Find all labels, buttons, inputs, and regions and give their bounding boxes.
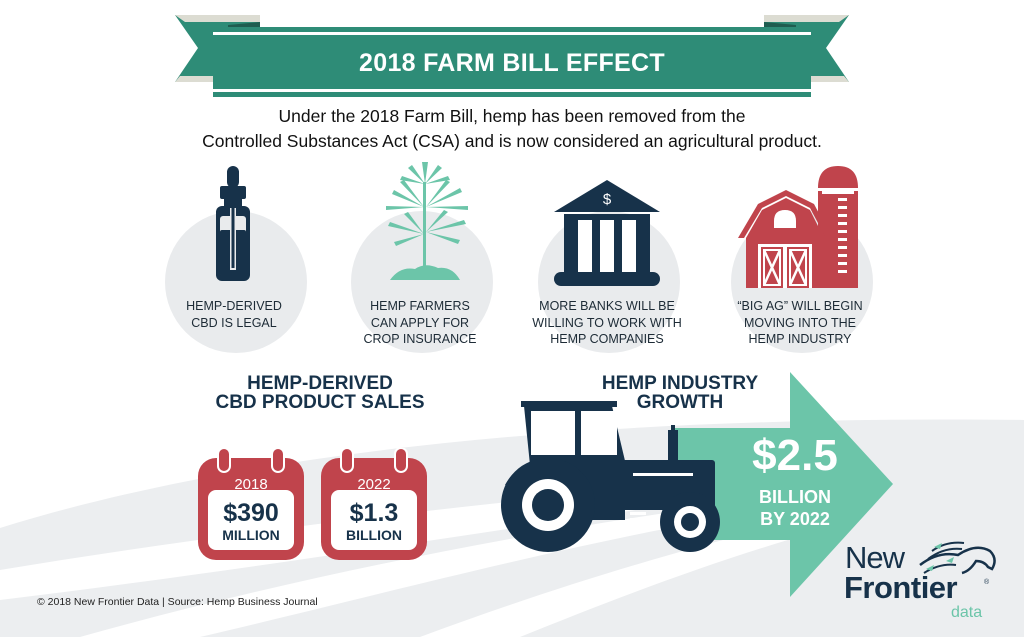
feature-label: MORE BANKS WILL BE WILLING TO WORK WITH … [532, 299, 682, 346]
bank-icon: $ [554, 180, 660, 286]
feature-label: “BIG AG” WILL BEGIN MOVING INTO THE HEMP… [737, 299, 863, 346]
calendar-year: 2018 [234, 476, 268, 493]
intro-text: Under the 2018 Farm Bill, hemp has been … [150, 104, 874, 154]
dropper-bottle-icon [216, 166, 250, 281]
title-ribbon [175, 15, 849, 97]
tractor-icon [501, 401, 720, 552]
feature-label: HEMP FARMERS CAN APPLY FOR CROP INSURANC… [363, 299, 477, 346]
logo-registered-mark: ® [984, 579, 990, 586]
new-frontier-logo: New Frontier ® data [840, 537, 1000, 627]
calendar-icon [321, 448, 427, 560]
svg-text:$: $ [603, 191, 612, 208]
horse-icon [919, 541, 996, 575]
growth-title: HEMP INDUSTRY GROWTH [601, 373, 759, 413]
growth-arrow-icon [675, 372, 893, 597]
logo-word-data: data [951, 604, 983, 621]
calendar-icon [198, 448, 304, 560]
source-footer: © 2018 New Frontier Data | Source: Hemp … [37, 596, 318, 608]
hemp-plant-icon [386, 162, 468, 280]
logo-word-frontier: Frontier [844, 570, 958, 605]
calendar-unit: MILLION [222, 527, 280, 543]
intro-line-1: Under the 2018 Farm Bill, hemp has been … [278, 106, 746, 126]
intro-line-2: Controlled Substances Act (CSA) and is n… [202, 131, 822, 151]
feature-cbd-legal: HEMP-DERIVED CBD IS LEGAL [154, 166, 307, 353]
feature-label: HEMP-DERIVED CBD IS LEGAL [186, 299, 282, 330]
calendar-2018: 2018 $390 MILLION [198, 448, 304, 560]
growth-value: $2.5 [752, 431, 838, 480]
growth-unit: BILLION BY 2022 [759, 487, 831, 529]
calendar-unit: BILLION [346, 527, 402, 543]
banner-title: 2018 FARM BILL EFFECT [359, 48, 665, 77]
logo-word-new: New [845, 540, 905, 575]
calendar-value: $1.3 [349, 499, 399, 527]
calendar-value: $390 [223, 499, 279, 527]
calendar-year: 2022 [357, 476, 391, 493]
barn-silo-icon [738, 166, 858, 288]
sales-title: HEMP-DERIVED CBD PRODUCT SALES [215, 373, 425, 413]
feature-banks: $ MORE BANKS WILL BE WILLING TO WORK WIT… [527, 166, 682, 353]
feature-big-ag: “BIG AG” WILL BEGIN MOVING INTO THE HEMP… [720, 166, 873, 353]
feature-crop-insurance: HEMP FARMERS CAN APPLY FOR CROP INSURANC… [340, 162, 493, 353]
calendar-2022: 2022 $1.3 BILLION [321, 448, 427, 560]
